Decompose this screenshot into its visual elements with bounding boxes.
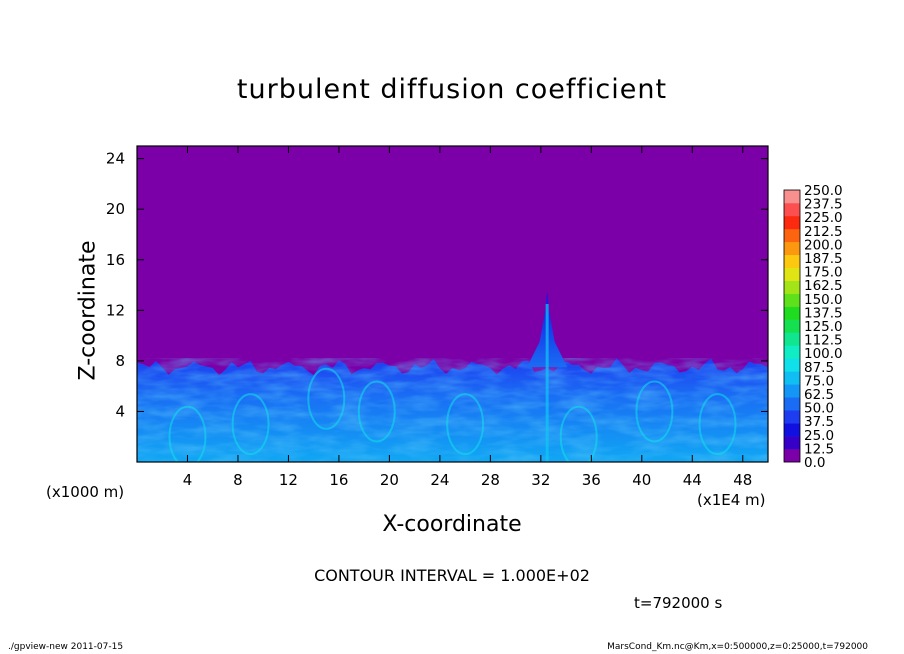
colorbar-label: 212.5 xyxy=(804,224,843,240)
footer-left: ./gpview-new 2011-07-15 xyxy=(8,642,124,652)
colorbar-label: 25.0 xyxy=(804,428,834,444)
layer-streak xyxy=(357,380,396,443)
colorbar-label: 37.5 xyxy=(804,414,834,430)
colorbar-swatch xyxy=(784,267,800,281)
x-multiplier-note: (x1E4 m) xyxy=(697,491,766,509)
x-tick-label: 12 xyxy=(279,471,298,489)
y-tick-label: 12 xyxy=(106,301,125,319)
colorbar-label: 137.5 xyxy=(804,305,843,321)
colorbar-swatch xyxy=(784,371,800,385)
layer-streak xyxy=(231,393,270,456)
y-tick-label: 20 xyxy=(106,200,125,218)
x-tick-label: 48 xyxy=(733,471,752,489)
colorbar-label: 250.0 xyxy=(804,183,843,199)
colorbar-swatch xyxy=(784,410,800,424)
colorbar-swatch xyxy=(784,254,800,269)
x-tick-label: 24 xyxy=(430,471,449,489)
colorbar: 0.012.525.037.550.062.575.087.5100.0112.… xyxy=(783,183,843,471)
time-stamp: t=792000 s xyxy=(634,594,723,612)
colorbar-swatch xyxy=(784,397,800,411)
x-tick-label: 32 xyxy=(531,471,550,489)
plot-frame xyxy=(136,145,769,463)
colorbar-label: 0.0 xyxy=(804,455,825,471)
turbulent-layer-texture xyxy=(137,358,768,462)
colorbar-swatch xyxy=(784,384,800,398)
contour-interval-text: CONTOUR INTERVAL = 1.000E+02 xyxy=(314,566,590,585)
x-tick-label: 20 xyxy=(380,471,399,489)
layer-streak xyxy=(307,367,346,430)
x-tick-label: 16 xyxy=(329,471,348,489)
colorbar-swatch xyxy=(784,228,800,243)
x-axis-label: X-coordinate xyxy=(382,512,522,537)
colorbar-swatch xyxy=(784,332,800,346)
y-tick-label: 4 xyxy=(115,402,125,420)
colorbar-swatch xyxy=(784,319,800,333)
colorbar-label: 150.0 xyxy=(804,292,843,308)
y-tick-label: 16 xyxy=(106,251,125,269)
colorbar-label: 112.5 xyxy=(804,333,843,349)
colorbar-swatch xyxy=(784,449,800,463)
colorbar-label: 237.5 xyxy=(804,197,843,213)
colorbar-label: 62.5 xyxy=(804,387,834,403)
colorbar-swatch xyxy=(784,202,800,217)
layer-streak xyxy=(635,380,674,443)
colorbar-label: 50.0 xyxy=(804,401,834,417)
x-tick-label: 40 xyxy=(632,471,651,489)
colorbar-label: 162.5 xyxy=(804,278,843,294)
colorbar-frame xyxy=(783,189,801,463)
colorbar-swatch xyxy=(784,293,800,307)
colorbar-swatch xyxy=(784,215,800,230)
x-unit-note: (x1000 m) xyxy=(46,483,125,501)
x-tick-label: 8 xyxy=(233,471,243,489)
colorbar-swatch xyxy=(784,358,800,372)
x-tick-label: 36 xyxy=(582,471,601,489)
layer-streak xyxy=(698,393,737,456)
y-axis-label: Z-coordinate xyxy=(75,240,101,381)
colorbar-swatch xyxy=(784,280,800,294)
x-tick-label: 44 xyxy=(683,471,702,489)
heatmap-field xyxy=(137,146,768,462)
colorbar-swatch xyxy=(784,423,800,437)
colorbar-label: 100.0 xyxy=(804,346,843,362)
colorbar-label: 12.5 xyxy=(804,441,834,457)
footer-right: MarsCond_Km.nc@Km,x=0:500000,z=0:25000,t… xyxy=(607,642,868,652)
colorbar-label: 175.0 xyxy=(804,265,843,281)
colorbar-label: 225.0 xyxy=(804,210,843,226)
colorbar-swatch xyxy=(784,241,800,256)
x-tick-label: 28 xyxy=(481,471,500,489)
x-tick-label: 4 xyxy=(183,471,193,489)
colorbar-swatch xyxy=(784,190,800,204)
colorbar-label: 125.0 xyxy=(804,319,843,335)
colorbar-swatch xyxy=(784,306,800,320)
colorbar-swatch xyxy=(784,436,800,450)
colorbar-label: 187.5 xyxy=(804,251,843,267)
y-tick-label: 8 xyxy=(115,352,125,370)
layer-streak xyxy=(446,393,485,456)
chart-title: turbulent diffusion coefficient xyxy=(236,74,668,105)
layer-streak xyxy=(168,405,207,462)
colorbar-label: 87.5 xyxy=(804,360,834,376)
layer-streak xyxy=(559,405,598,462)
y-tick-label: 24 xyxy=(106,150,125,168)
colorbar-swatch xyxy=(784,345,800,359)
colorbar-label: 75.0 xyxy=(804,373,834,389)
colorbar-label: 200.0 xyxy=(804,237,843,253)
